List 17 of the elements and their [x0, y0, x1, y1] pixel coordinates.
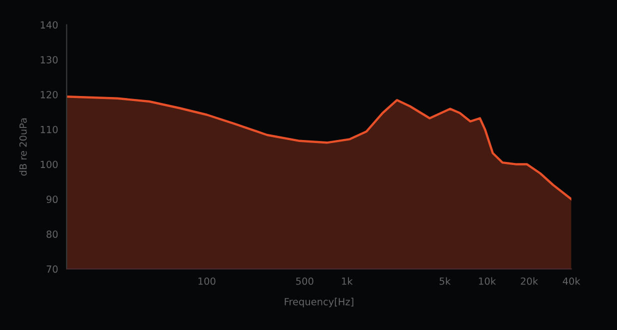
x-tick-label: 100	[198, 277, 216, 285]
x-axis-title: Frequency[Hz]	[284, 298, 354, 308]
y-tick-label: 80	[46, 230, 58, 238]
x-tick-label: 1k	[342, 277, 353, 285]
x-tick-label: 10k	[479, 277, 496, 285]
x-tick-label: 40k	[562, 277, 580, 285]
y-tick-label: 90	[46, 196, 58, 204]
y-axis-title: dB re 20uPa	[19, 118, 27, 176]
y-tick-label: 100	[40, 160, 58, 168]
y-tick-label: 110	[40, 126, 58, 134]
y-tick-label: 70	[46, 265, 58, 273]
y-tick-label: 130	[40, 56, 58, 64]
y-tick-label: 140	[40, 21, 58, 29]
y-tick-label: 120	[40, 91, 58, 98]
x-tick-label: 20k	[520, 277, 538, 285]
x-tick-label: 500	[296, 277, 314, 285]
x-tick-label: 5k	[440, 277, 451, 285]
